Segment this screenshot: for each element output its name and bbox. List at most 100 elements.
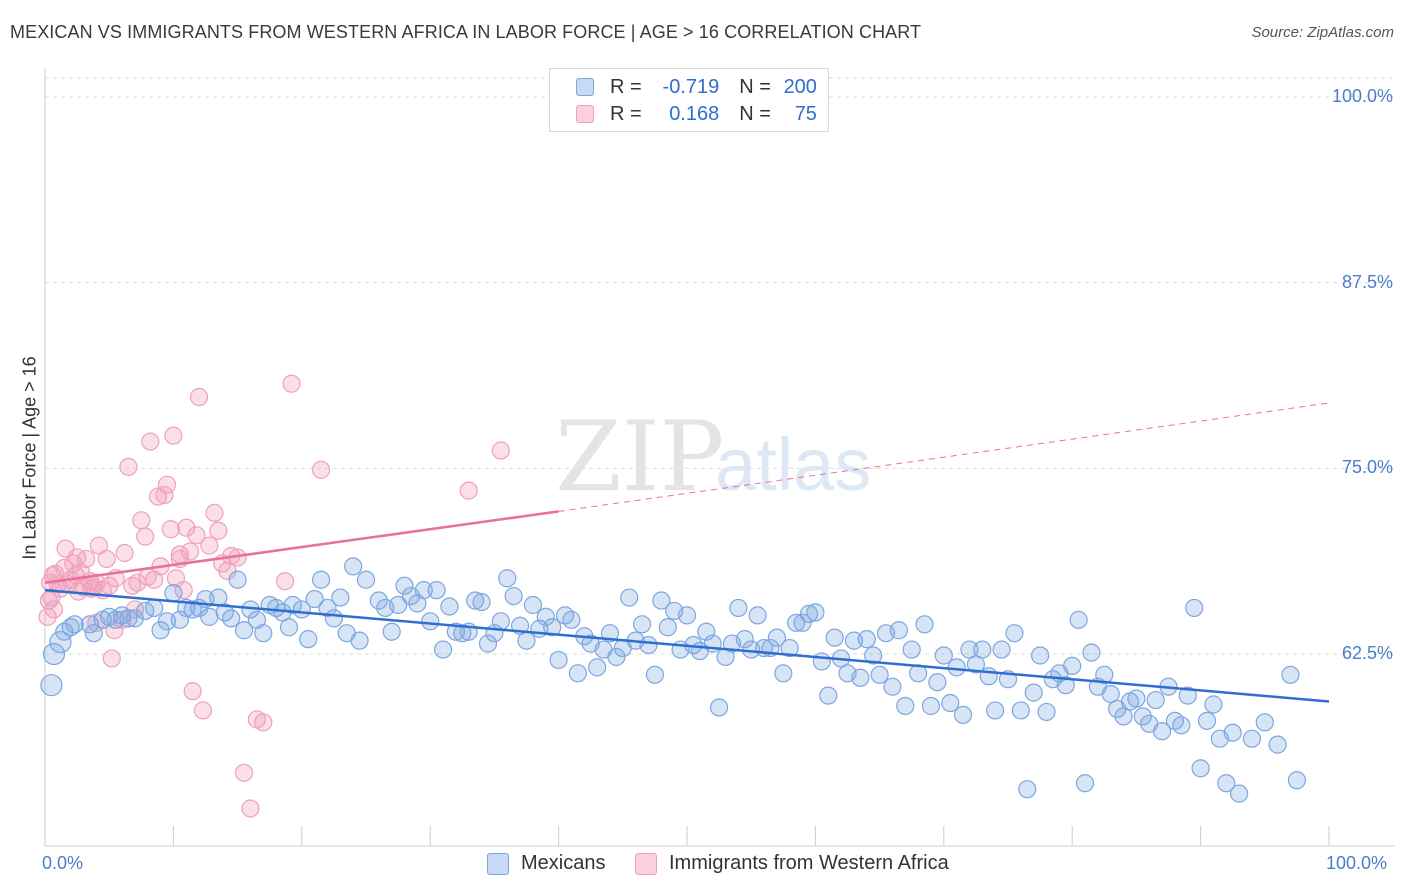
point-mexicans (915, 615, 934, 634)
point-western-africa (276, 572, 295, 591)
point-mexicans (677, 606, 697, 625)
point-western-africa (100, 576, 119, 595)
point-western-africa (180, 542, 200, 561)
point-western-africa (234, 763, 254, 782)
point-mexicans (200, 607, 219, 626)
point-mexicans (992, 640, 1011, 659)
point-western-africa (161, 520, 180, 539)
point-western-africa (254, 713, 273, 732)
legend-row-western-africa: R = 0.168 N = 75 (576, 101, 817, 127)
watermark: ZIP atlas (555, 401, 871, 513)
point-mexicans (986, 701, 1005, 720)
point-mexicans (819, 686, 838, 705)
point-western-africa (189, 387, 209, 407)
point-mexicans (812, 652, 831, 671)
point-mexicans (356, 570, 376, 589)
point-mexicans (870, 665, 889, 684)
bottom-legend-western-africa: Immigrants from Western Africa (635, 852, 949, 875)
point-mexicans (806, 603, 825, 622)
point-western-africa (97, 549, 116, 569)
point-mexicans (896, 696, 915, 716)
point-western-africa (205, 503, 224, 522)
point-western-africa (136, 527, 155, 546)
chart-title: MEXICAN VS IMMIGRANTS FROM WESTERN AFRIC… (10, 22, 922, 42)
point-mexicans (498, 569, 517, 588)
bottom-legend-label: Mexicans (521, 852, 606, 874)
trend-line-western-africa (44, 510, 559, 584)
gridlines (45, 77, 1395, 655)
point-mexicans (183, 600, 202, 619)
point-mexicans (620, 588, 639, 607)
point-mexicans (1255, 713, 1274, 732)
point-mexicans (864, 646, 883, 665)
point-mexicans (318, 598, 337, 618)
point-mexicans (1217, 774, 1236, 793)
point-mexicans (780, 638, 799, 658)
point-mexicans (42, 642, 66, 666)
point-mexicans (1133, 707, 1152, 726)
point-mexicans (283, 595, 302, 615)
x-tick-label-min: 0.0% (42, 853, 84, 873)
point-mexicans (735, 630, 754, 649)
point-mexicans (1268, 735, 1287, 754)
point-western-africa (89, 536, 109, 555)
point-mexicans (883, 677, 902, 696)
point-western-africa (119, 457, 138, 476)
point-mexicans (389, 595, 408, 615)
point-western-africa (157, 475, 177, 494)
point-western-africa (183, 682, 202, 701)
legend-n-label: N = (739, 75, 771, 98)
point-mexicans (1197, 711, 1217, 730)
point-mexicans (941, 693, 960, 713)
point-mexicans (1191, 759, 1210, 778)
point-western-africa (44, 600, 64, 619)
point-mexicans (588, 658, 607, 677)
point-mexicans (793, 613, 812, 632)
point-mexicans (902, 640, 921, 659)
point-mexicans (607, 647, 626, 667)
point-mexicans (433, 640, 453, 659)
watermark-atlas: atlas (715, 423, 871, 506)
point-western-africa (459, 481, 478, 500)
point-mexicans (1075, 774, 1095, 793)
point-mexicans (84, 624, 103, 643)
point-mexicans (947, 658, 966, 677)
correlation-legend: R = -0.719 N = 200 R = 0.168 N = 75 (549, 68, 829, 132)
point-western-africa (132, 511, 151, 530)
y-axis-title: In Labor Force | Age > 16 (19, 356, 40, 560)
point-mexicans (1146, 690, 1165, 710)
point-mexicans (234, 621, 254, 640)
x-tick-label-max: 100.0% (1326, 853, 1388, 873)
point-mexicans (1037, 702, 1056, 722)
point-mexicans (568, 664, 587, 683)
point-mexicans (1178, 686, 1197, 705)
watermark-zip: ZIP (555, 401, 724, 513)
point-mexicans (395, 576, 414, 595)
legend-r-label: R = (610, 102, 642, 125)
legend-n-label: N = (739, 102, 771, 125)
trend-line-mexicans (44, 588, 1330, 703)
point-mexicans (427, 581, 446, 600)
point-mexicans (151, 621, 170, 640)
point-western-africa (115, 543, 134, 563)
legend-r-value: 0.168 (669, 102, 720, 125)
legend-r-label: R = (610, 75, 642, 98)
point-mexicans (350, 631, 369, 650)
point-mexicans (1005, 624, 1024, 643)
point-mexicans (787, 613, 806, 632)
point-mexicans (1069, 610, 1088, 629)
point-western-africa (200, 536, 219, 555)
point-mexicans (973, 640, 992, 659)
point-mexicans (472, 592, 491, 612)
point-mexicans (1030, 646, 1050, 665)
point-mexicans (1024, 683, 1043, 702)
point-mexicans (928, 673, 947, 692)
point-western-africa (155, 485, 174, 505)
point-mexicans (49, 631, 72, 654)
point-mexicans (414, 581, 433, 600)
point-western-africa (164, 426, 183, 445)
point-western-africa (67, 548, 87, 567)
point-mexicans (382, 622, 401, 641)
point-western-africa (170, 545, 189, 564)
point-mexicans (1095, 665, 1114, 684)
